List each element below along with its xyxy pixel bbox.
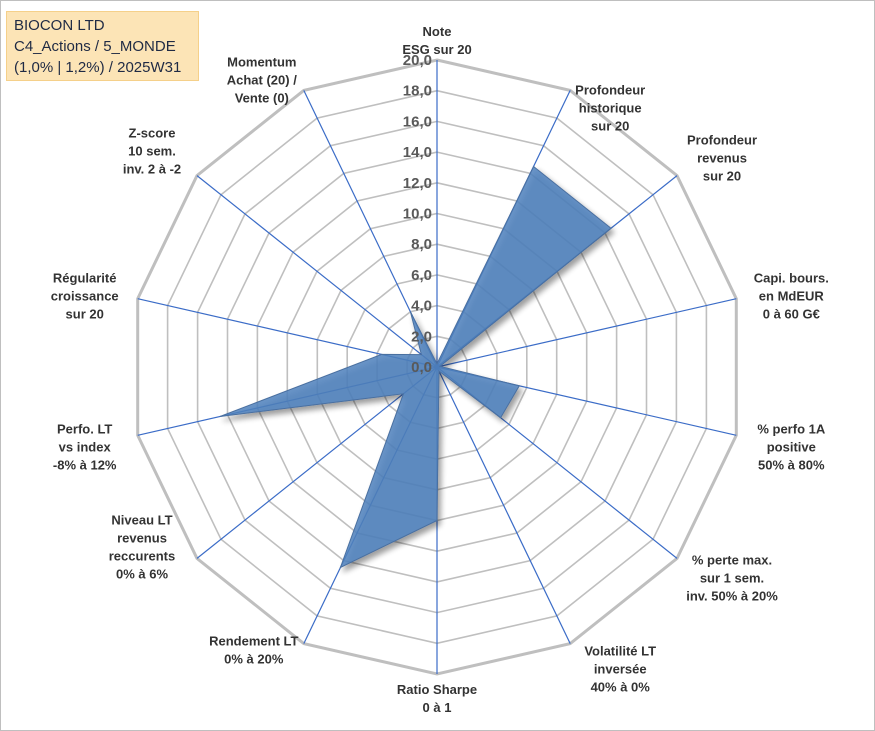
axis-spoke — [196, 366, 438, 559]
axis-label: Profondeur revenus sur 20 — [687, 133, 757, 184]
radar-tick-labels: 0,0 2,0 4,0 6,0 8,0 10,0 12,0 14,0 16,0 18,0 20,0 — [403, 52, 432, 376]
tick-label: 4,0 — [411, 298, 432, 315]
chart-title-box: BIOCON LTD C4_Actions / 5_MONDE (1,0% | … — [6, 11, 199, 81]
axis-label: % perte max. sur 1 sem. inv. 50% à 20% — [686, 552, 778, 603]
radar-axis-labels: Note ESG sur 20 Profondeur historique sur 20… — [51, 24, 829, 715]
title-line-period: (1,0% | 1,2%) / 2025W31 — [14, 59, 182, 76]
axis-label: Note ESG sur 20 — [402, 24, 471, 57]
axis-label: Capi. bours. en MdEUR 0 à 60 G€ — [754, 271, 829, 322]
axis-spoke — [436, 298, 737, 368]
radar-series — [219, 165, 612, 569]
axis-label: Rendement LT 0% à 20% — [209, 634, 298, 667]
tick-label: 12,0 — [403, 175, 432, 192]
axis-label: % perfo 1A positive 50% à 80% — [757, 421, 826, 472]
series-area — [219, 165, 612, 569]
title-line-company: BIOCON LTD — [14, 17, 105, 34]
tick-label: 18,0 — [403, 83, 432, 100]
tick-label: 2,0 — [411, 328, 432, 345]
axis-spoke — [436, 366, 571, 644]
axis-label: Volatilité LT inversée 40% à 0% — [584, 644, 656, 695]
axis-label: Z-score 10 sem. inv. 2 à -2 — [123, 126, 181, 177]
axis-label: Régularité croissance sur 20 — [51, 271, 119, 322]
tick-label: 6,0 — [411, 267, 432, 284]
tick-label: 0,0 — [411, 359, 432, 376]
tick-label: 16,0 — [403, 113, 432, 130]
tick-label: 10,0 — [403, 206, 432, 223]
axis-label: Profondeur historique sur 20 — [575, 82, 645, 133]
tick-label: 20,0 — [403, 52, 432, 69]
title-line-category: C4_Actions / 5_MONDE — [14, 38, 176, 55]
tick-label: 14,0 — [403, 144, 432, 161]
axis-label: Perfo. LT vs index -8% à 12% — [53, 421, 117, 472]
axis-label: Momentum Achat (20) / Vente (0) — [227, 54, 297, 105]
axis-label: Ratio Sharpe 0 à 1 — [397, 682, 477, 715]
axis-spoke — [196, 175, 438, 368]
tick-label: 8,0 — [411, 236, 432, 253]
axis-label: Niveau LT revenus reccurents 0% à 6% — [109, 512, 175, 581]
